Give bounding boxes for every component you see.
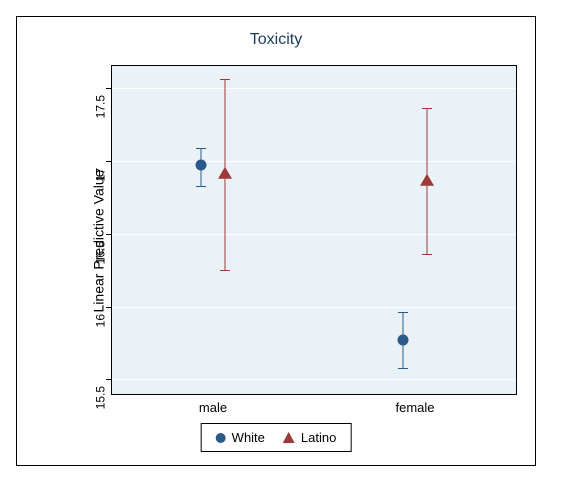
x-tick-label: male [199,400,227,415]
triangle-marker-icon [420,174,434,186]
circle-marker-icon [195,160,206,171]
errorbar-cap [398,312,408,313]
errorbar-cap [220,79,230,80]
errorbar-cap [398,368,408,369]
legend-label: Latino [301,430,336,445]
y-tick [106,88,112,89]
y-tick-label: 17 [93,168,107,181]
y-tick [106,234,112,235]
errorbar-cap [422,254,432,255]
circle-marker-icon [216,433,226,443]
x-tick-label: female [395,400,434,415]
y-tick-label: 16 [93,314,107,327]
legend-item-latino: Latino [283,430,336,445]
chart-outer-frame: Toxicity Linear Predictive Value 15.5161… [16,16,536,466]
legend-box: White Latino [201,423,352,452]
gridline [112,88,516,89]
chart-title: Toxicity [17,31,535,49]
y-tick-label: 16.5 [93,241,107,264]
y-tick [106,379,112,380]
y-tick [106,307,112,308]
errorbar-cap [196,148,206,149]
gridline [112,379,516,380]
triangle-marker-icon [218,167,232,179]
legend-item-white: White [216,430,265,445]
legend-label: White [232,430,265,445]
circle-marker-icon [397,335,408,346]
plot-area: 15.51616.51717.5malefemale [111,65,517,395]
y-tick-label: 17.5 [93,95,107,118]
gridline [112,234,516,235]
errorbar-cap [220,270,230,271]
errorbar-cap [422,108,432,109]
y-tick-label: 15.5 [93,386,107,409]
gridline [112,161,516,162]
gridline [112,307,516,308]
y-tick [106,161,112,162]
errorbar-cap [196,186,206,187]
triangle-marker-icon [283,432,295,443]
